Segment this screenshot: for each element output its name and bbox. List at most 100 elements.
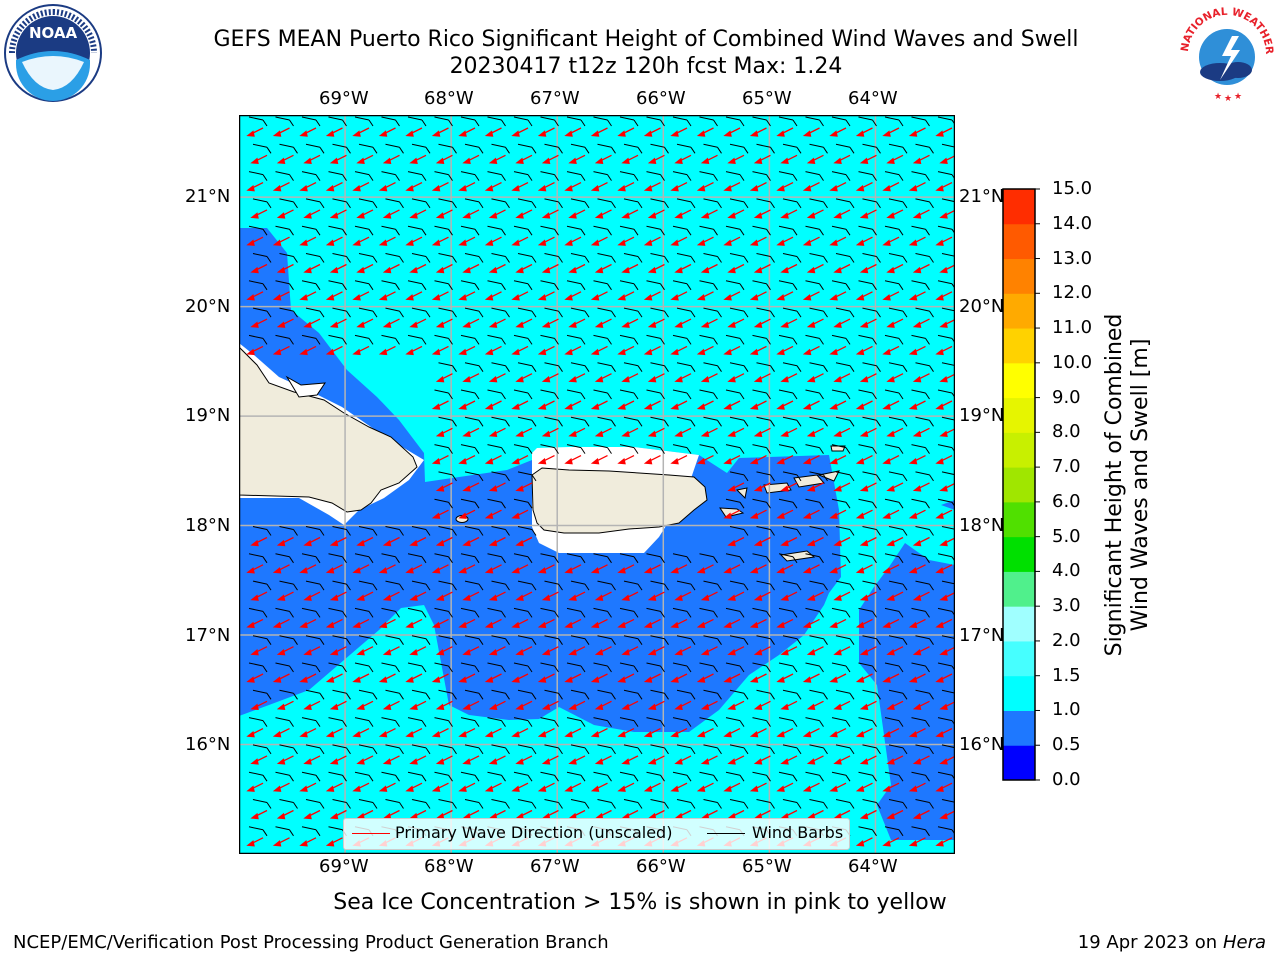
wave-arrow-head <box>303 539 312 547</box>
wind-barb <box>650 416 669 427</box>
wave-arrow-head <box>939 266 948 274</box>
wave-arrow <box>723 236 741 246</box>
wind-barb-shaft <box>540 553 559 564</box>
wind-barb-shaft <box>328 225 347 236</box>
wave-arrow-head <box>647 266 657 274</box>
wave-arrow <box>352 728 370 738</box>
wind-barb <box>619 116 639 127</box>
wind-barb <box>752 607 771 618</box>
wind-barb <box>407 717 427 727</box>
wave-arrow <box>647 646 665 656</box>
wind-barb-shaft <box>805 498 824 509</box>
wind-barb <box>729 253 749 263</box>
wave-arrow-head <box>303 758 312 765</box>
wave-arrow-head <box>431 239 441 246</box>
wind-barb-shaft <box>464 580 484 591</box>
wave-arrow <box>696 127 714 137</box>
wind-barb-shaft <box>464 471 484 482</box>
wave-arrow-head <box>462 539 471 547</box>
wave-arrow <box>780 591 798 601</box>
wave-arrow <box>409 536 427 547</box>
wave-arrow <box>802 564 820 574</box>
wind-barb <box>862 580 881 591</box>
wind-barb <box>252 635 272 645</box>
wind-barb-shaft <box>858 553 877 564</box>
wave-arrow-head <box>511 348 520 356</box>
wind-barb-shaft <box>888 635 908 645</box>
wind-barb <box>381 662 400 673</box>
wind-barb <box>835 799 855 809</box>
wave-arrow-head <box>537 184 547 192</box>
wind-barb <box>915 198 934 209</box>
wave-arrow <box>382 700 400 711</box>
wind-barb-shaft <box>513 498 533 509</box>
wind-barb <box>252 198 272 209</box>
wave-arrow <box>696 400 714 410</box>
wave-arrow <box>356 263 374 274</box>
wind-barb <box>540 171 559 181</box>
wind-barb <box>438 416 457 427</box>
wave-arrow <box>621 646 639 656</box>
wave-arrow <box>882 400 900 410</box>
wave-arrow <box>700 154 718 165</box>
wind-barb-shaft <box>491 362 510 372</box>
wind-barb <box>884 662 904 673</box>
wind-barb-shaft <box>805 116 824 127</box>
wind-barb-shaft <box>332 799 351 809</box>
wind-barb <box>835 362 855 372</box>
wave-arrow <box>647 591 665 601</box>
wind-barb-shaft <box>752 334 771 345</box>
wave-arrow-head <box>939 430 948 438</box>
wave-arrow-head <box>435 758 445 765</box>
wave-arrow <box>617 618 635 629</box>
wave-arrow-head <box>488 430 498 438</box>
wave-arrow-head <box>833 594 842 601</box>
wind-barb-shaft <box>729 143 749 154</box>
wind-barb-shaft <box>809 799 828 809</box>
wave-arrow-head <box>621 266 630 274</box>
wave-arrow <box>435 154 453 165</box>
wave-arrow <box>435 209 453 219</box>
wind-barb-shaft <box>941 799 955 803</box>
wind-barb <box>884 553 904 564</box>
wind-barb <box>460 771 480 782</box>
wind-barb <box>619 717 639 727</box>
colorbar-tick-label: 8.0 <box>1052 421 1081 443</box>
wind-barb <box>941 253 955 257</box>
wave-arrow <box>912 318 930 328</box>
wind-barb-shaft <box>619 389 639 400</box>
wind-barb-shaft <box>517 471 537 482</box>
wind-barb-shaft <box>597 307 616 318</box>
wind-barb <box>301 280 321 291</box>
land-samana <box>285 375 326 398</box>
wave-arrow-head <box>908 512 918 519</box>
wind-barb-shaft <box>301 662 321 673</box>
wind-barb <box>301 225 321 236</box>
wave-arrow-head <box>590 239 600 246</box>
wave-arrow <box>246 837 264 847</box>
wind-barb <box>941 362 955 366</box>
wind-barb-shaft <box>619 662 639 673</box>
wind-barb <box>752 334 771 345</box>
wave-arrow-head <box>776 567 785 574</box>
wind-barb <box>305 307 325 318</box>
wind-barb <box>354 607 374 618</box>
wave-arrow-head <box>352 348 361 356</box>
wind-barb <box>248 662 268 673</box>
wave-arrow-head <box>435 594 445 601</box>
wind-barb <box>915 580 934 591</box>
wind-barb-shaft <box>438 143 457 154</box>
wind-barb-shaft <box>487 116 506 127</box>
wave-arrow <box>696 564 714 574</box>
wave-arrow-head <box>727 212 736 219</box>
wind-barb-shaft <box>831 498 851 509</box>
wave-arrow-head <box>621 594 630 601</box>
wind-barb <box>699 553 718 564</box>
wind-barb <box>434 717 453 727</box>
wind-barb <box>623 362 643 372</box>
wave-arrow-head <box>647 212 657 219</box>
wave-arrow <box>594 755 612 765</box>
wave-arrow-head <box>250 594 259 601</box>
wind-barb <box>699 717 718 727</box>
wave-arrow-head <box>488 539 498 547</box>
